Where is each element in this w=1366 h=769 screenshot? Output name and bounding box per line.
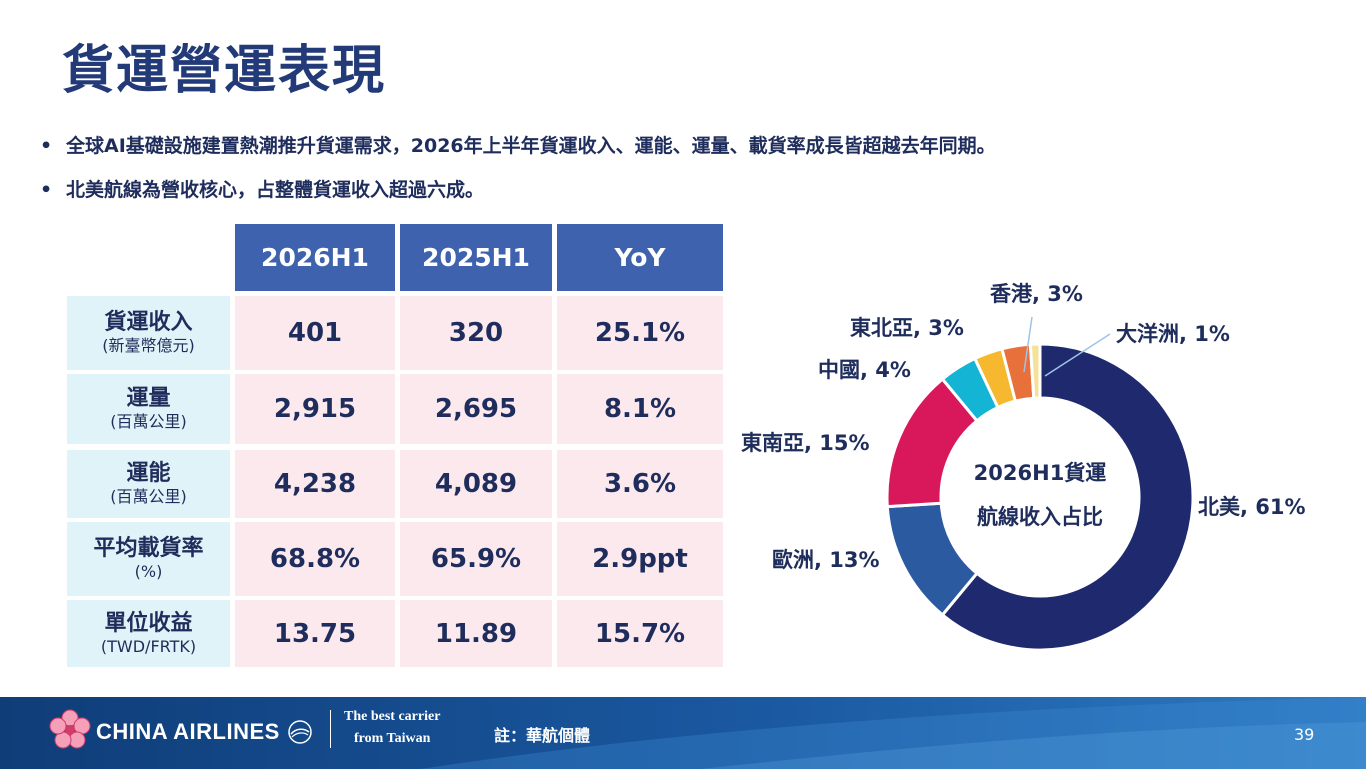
table-cell: 25.1%: [557, 296, 723, 370]
slice-label: 香港, 3%: [990, 282, 1083, 306]
row-label-unit: (%): [134, 562, 163, 581]
row-label-main: 運能: [126, 461, 171, 486]
row-label-main: 運量: [126, 386, 171, 411]
tagline: The best carrier from Taiwan: [344, 706, 440, 750]
donut-slice-0: [940, 342, 1195, 652]
slice-label: 中國, 4%: [818, 358, 911, 382]
row-label-main: 貨運收入: [104, 310, 193, 335]
page-title: 貨運營運表現: [62, 41, 387, 101]
table-cell: 4,089: [400, 450, 552, 518]
brand-name: CHINA AIRLINES: [96, 719, 280, 744]
table-cell: 8.1%: [557, 374, 723, 444]
row-label-unit: (新臺幣億元): [102, 336, 195, 355]
footer-divider: [330, 710, 331, 748]
slice-label: 大洋洲, 1%: [1116, 322, 1230, 346]
page-number: 39: [1294, 725, 1315, 744]
row-label-unit: (TWD/FRTK): [100, 636, 197, 656]
table-cell: 11.89: [400, 600, 552, 667]
bullet-list: 全球AI基礎設施建置熱潮推升貨運需求，2026年上半年貨運收入、運能、運量、載貨…: [36, 124, 996, 212]
table-cell: 2,695: [400, 374, 552, 444]
route-revenue-donut-chart: 北美, 61% 歐洲, 13% 東南亞, 15% 中國, 4% 東北亞, 3% 香港, 3…: [741, 282, 1306, 652]
row-label-main: 平均載貨率: [93, 536, 204, 561]
tagline-line-2: from Taiwan: [354, 731, 431, 746]
donut-center-title: 2026H1貨運: [974, 461, 1107, 485]
skyteam-icon: [288, 720, 312, 744]
row-label-unit: (百萬公里): [110, 487, 187, 506]
leader-line: [1023, 316, 1033, 373]
table-cell: 401: [235, 296, 395, 370]
row-label-main: 單位收益: [104, 610, 193, 636]
table-cell: 2,915: [235, 374, 395, 444]
table-cell: 4,238: [235, 450, 395, 518]
donut-slice-6: [1028, 342, 1042, 400]
footnote: 註：華航個體: [494, 726, 591, 745]
bullet-item: 全球AI基礎設施建置熱潮推升貨運需求，2026年上半年貨運收入、運能、運量、載貨…: [36, 124, 996, 168]
table-cell: 3.6%: [557, 450, 723, 518]
table-row-label: 運能 (百萬公里): [67, 450, 230, 518]
table-row-label: 運量 (百萬公里): [67, 374, 230, 444]
slice-label: 歐洲, 13%: [772, 548, 880, 572]
table-cell: 13.75: [235, 600, 395, 667]
table-row-label: 平均載貨率 (%): [67, 522, 230, 596]
table-cell: 15.7%: [557, 600, 723, 667]
tagline-line-1: The best carrier: [344, 709, 441, 724]
donut-center-title: 航線收入占比: [977, 505, 1103, 529]
table-header-cell: 2025H1: [400, 224, 552, 291]
footer-wave-decoration: [420, 697, 1366, 769]
table-cell: 68.8%: [235, 522, 395, 596]
slice-label: 北美, 61%: [1198, 495, 1306, 519]
table-cell: 320: [400, 296, 552, 370]
table-row-label: 單位收益 (TWD/FRTK): [67, 600, 230, 667]
bullet-item: 北美航線為營收核心，占整體貨運收入超過六成。: [36, 168, 996, 212]
table-cell: 2.9ppt: [557, 522, 723, 596]
plum-blossom-logo-icon: [49, 709, 91, 749]
slice-label: 東南亞, 15%: [741, 431, 870, 455]
table-header-cell: 2026H1: [235, 224, 395, 291]
footer-bar: [0, 697, 1366, 769]
table-header-cell: YoY: [557, 224, 723, 291]
leader-line: [1044, 333, 1111, 377]
table-cell: 65.9%: [400, 522, 552, 596]
row-label-unit: (百萬公里): [110, 412, 187, 431]
slice-label: 東北亞, 3%: [850, 316, 964, 340]
table-row-label: 貨運收入 (新臺幣億元): [67, 296, 230, 370]
